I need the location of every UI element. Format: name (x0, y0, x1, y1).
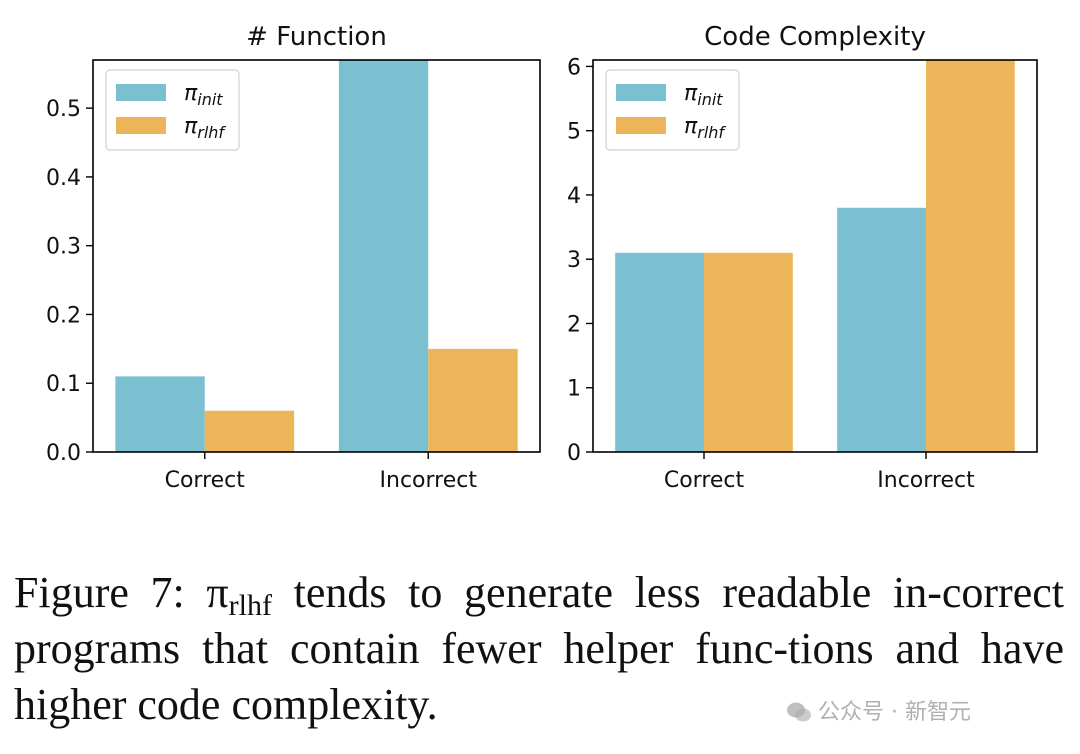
wechat-icon (787, 702, 811, 722)
y-tick-label: 3 (567, 248, 581, 273)
x-tick-label: Incorrect (877, 468, 975, 493)
figure: 0.0 0.1 0.2 0.3 0.4 0.5 Correct Incorrect # Func… (46, 22, 1038, 493)
chart-2: 0 1 2 3 4 5 6 Correct Incorrect Code Complexity πi… (567, 22, 1038, 493)
axes-frame (92, 59, 541, 453)
axes-frame (592, 59, 1038, 453)
legend-swatch (616, 117, 666, 134)
bar-rlhf-correct (704, 252, 793, 452)
legend-swatch (116, 117, 166, 134)
bar-rlhf-incorrect (428, 348, 518, 452)
caption-text: tends to generate less readable in-corre… (14, 568, 1064, 729)
chart-title: # Function (246, 22, 387, 52)
caption-subscript: rlhf (228, 589, 272, 622)
bar-rlhf-incorrect (926, 60, 1015, 452)
x-tick-label: Incorrect (380, 468, 478, 493)
y-tick-label: 5 (567, 120, 581, 145)
y-tick-label: 4 (567, 184, 581, 209)
watermark: 公众号 · 新智元 (786, 694, 971, 726)
y-tick-label: 2 (567, 312, 581, 337)
y-tick-label: 0.3 (46, 235, 81, 260)
legend-swatch (616, 84, 666, 101)
y-tick-label: 0.1 (46, 372, 81, 397)
y-tick-label: 0.5 (46, 97, 81, 122)
bar-init-correct (615, 252, 704, 452)
bar-rlhf-correct (204, 410, 295, 452)
bar-init-incorrect (338, 60, 429, 452)
y-tick-label: 1 (567, 377, 581, 402)
y-tick-label: 0 (567, 441, 581, 466)
x-tick-label: Correct (165, 468, 246, 493)
bar-init-correct (115, 376, 205, 452)
x-tick-label: Correct (664, 468, 745, 493)
chart-1: 0.0 0.1 0.2 0.3 0.4 0.5 Correct Incorrect # Func… (46, 22, 541, 493)
y-tick-label: 0.2 (46, 303, 81, 328)
chart-title: Code Complexity (704, 22, 926, 52)
legend-swatch (116, 84, 166, 101)
y-tick-label: 0.0 (46, 441, 81, 466)
y-tick-label: 0.4 (46, 166, 81, 191)
caption-prefix: Figure 7: π (14, 568, 229, 617)
watermark-text: 公众号 · 新智元 (818, 700, 971, 725)
bar-init-incorrect (837, 207, 926, 452)
figure-caption: Figure 7: πrlhf tends to generate less r… (14, 565, 1064, 733)
y-tick-label: 6 (567, 55, 581, 80)
